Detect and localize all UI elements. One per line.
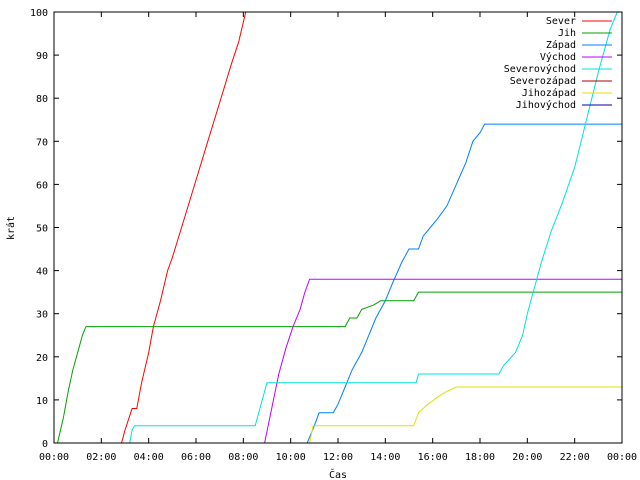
y-tick-label: 0 bbox=[42, 439, 48, 450]
x-tick-label: 20:00 bbox=[512, 452, 542, 463]
x-tick-label: 22:00 bbox=[560, 452, 590, 463]
series-line-Jih bbox=[54, 291, 622, 444]
legend-label: Východ bbox=[540, 51, 576, 63]
x-tick-label: 06:00 bbox=[181, 452, 211, 463]
y-tick-label: 70 bbox=[36, 137, 48, 148]
y-tick-label: 60 bbox=[36, 180, 48, 191]
x-tick-label: 18:00 bbox=[465, 452, 495, 463]
series-lines bbox=[54, 11, 622, 444]
x-tick-label: 00:00 bbox=[39, 452, 69, 463]
x-axis-label: Čas bbox=[329, 468, 347, 480]
y-tick-label: 30 bbox=[36, 310, 48, 321]
series-line-Severovýchod bbox=[54, 11, 618, 444]
series-line-Sever bbox=[54, 11, 247, 444]
y-tick-label: 100 bbox=[30, 8, 48, 19]
legend-label: Severozápad bbox=[510, 75, 576, 87]
legend-label: Sever bbox=[546, 16, 576, 27]
legend-label: Jihozápad bbox=[522, 87, 576, 99]
y-axis-label: krát bbox=[5, 216, 17, 240]
y-tick-label: 50 bbox=[36, 224, 48, 235]
y-axis-ticks: 0 10 20 30 40 50 60 70 80 90 100 bbox=[30, 8, 622, 450]
legend-label: Severovýchod bbox=[504, 63, 576, 75]
legend-label: Jihovýchod bbox=[516, 99, 576, 111]
legend-label: Jih bbox=[558, 28, 576, 39]
x-tick-label: 00:00 bbox=[607, 452, 637, 463]
x-tick-label: 16:00 bbox=[418, 452, 448, 463]
x-tick-label: 10:00 bbox=[276, 452, 306, 463]
x-axis-ticks: 00:00 02:00 04:00 06:00 08:00 10:00 12:00 14:00… bbox=[39, 12, 637, 463]
y-tick-label: 80 bbox=[36, 94, 48, 105]
y-tick-label: 40 bbox=[36, 267, 48, 278]
x-tick-label: 12:00 bbox=[323, 452, 353, 463]
plot-frame bbox=[53, 11, 623, 444]
x-tick-label: 14:00 bbox=[370, 452, 400, 463]
series-line-Západ bbox=[54, 123, 622, 444]
y-tick-label: 20 bbox=[36, 353, 48, 364]
x-tick-label: 04:00 bbox=[134, 452, 164, 463]
series-line-Jihozápad bbox=[54, 386, 622, 444]
x-tick-label: 08:00 bbox=[228, 452, 258, 463]
legend-label: Západ bbox=[546, 39, 576, 51]
legend: SeverJihZápadVýchodSeverovýchodSeverozáp… bbox=[504, 16, 612, 111]
x-tick-label: 02:00 bbox=[86, 452, 116, 463]
y-tick-label: 10 bbox=[36, 396, 48, 407]
y-tick-label: 90 bbox=[36, 51, 48, 62]
series-line-Východ bbox=[54, 278, 622, 444]
